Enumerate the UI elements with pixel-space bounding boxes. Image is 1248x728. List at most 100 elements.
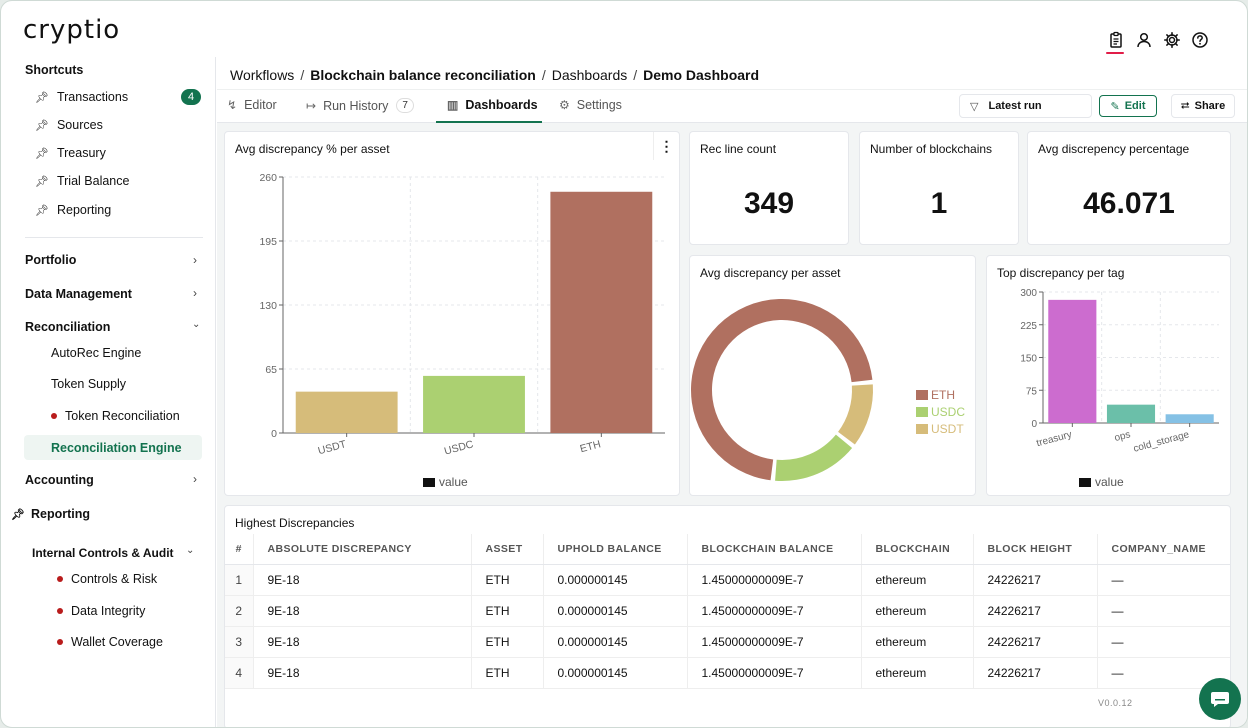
chevron-down-icon[interactable]: ⌄ bbox=[192, 319, 201, 330]
column-header[interactable]: BLOCK HEIGHT bbox=[973, 534, 1098, 565]
run-icon: ↦ bbox=[306, 98, 317, 113]
sidebar-item-sources[interactable]: 📌︎ Sources bbox=[35, 118, 103, 132]
sidebar-item-trial-balance[interactable]: 📌︎ Trial Balance bbox=[35, 174, 129, 188]
dashboard-canvas: Avg discrepancy % per asset ⋮ 0 65 130 195 2… bbox=[217, 123, 1247, 727]
sidebar-item-reconciliation-engine[interactable]: Reconciliation Engine bbox=[51, 441, 182, 455]
table-cell: 1.45000000009E-7 bbox=[687, 626, 862, 658]
sidebar-item-label: Controls & Risk bbox=[71, 572, 158, 586]
table-cell: 24226217 bbox=[973, 564, 1098, 596]
sidebar-item-label: Data Integrity bbox=[71, 604, 146, 618]
donut-chart-avg-discrepancy: ETH USDC USDT bbox=[691, 299, 965, 481]
pin-icon: 📌︎ bbox=[35, 91, 49, 104]
sidebar-item-treasury[interactable]: 📌︎ Treasury bbox=[35, 146, 106, 160]
kpi-value: 1 bbox=[930, 187, 948, 220]
table-row[interactable]: 4 9E-18 ETH 0.000000145 1.45000000009E-7 ethe… bbox=[225, 657, 1230, 689]
table-cell: ethereum bbox=[861, 595, 974, 627]
chevron-right-icon[interactable]: › bbox=[193, 286, 197, 300]
active-indicator bbox=[1106, 52, 1124, 54]
column-header[interactable]: ASSET bbox=[471, 534, 544, 565]
column-header[interactable]: # bbox=[225, 534, 254, 565]
table-cell: ethereum bbox=[861, 564, 974, 596]
sidebar-item-label: Treasury bbox=[56, 146, 106, 160]
chevron-right-icon[interactable]: › bbox=[193, 253, 197, 267]
table-cell: 1 bbox=[225, 564, 254, 596]
gear-icon: ⚙ bbox=[559, 98, 570, 112]
table-cell: 0.000000145 bbox=[543, 657, 688, 689]
share-label: Share bbox=[1194, 100, 1226, 112]
gear-icon[interactable] bbox=[1163, 31, 1181, 49]
sidebar-item-autorec-engine[interactable]: AutoRec Engine bbox=[51, 346, 142, 360]
status-dot bbox=[57, 608, 63, 614]
kpi-title: Number of blockchains bbox=[870, 142, 993, 156]
edit-button[interactable]: ✎ Edit bbox=[1099, 95, 1157, 117]
more-options-icon[interactable]: ⋮ bbox=[653, 132, 679, 160]
breadcrumb-workflow[interactable]: Blockchain balance reconciliation bbox=[310, 67, 536, 83]
sidebar-item-portfolio[interactable]: Portfolio bbox=[25, 253, 77, 267]
sidebar-item-token-supply[interactable]: Token Supply bbox=[51, 377, 127, 391]
bar-treasury bbox=[1048, 299, 1097, 423]
sidebar-item-reporting-shortcut[interactable]: 📌︎ Reporting bbox=[35, 203, 111, 217]
user-icon[interactable] bbox=[1135, 31, 1153, 49]
tab-label: Dashboards bbox=[465, 98, 538, 112]
cryptio-logo[interactable]: cryptio bbox=[23, 15, 121, 45]
table-wrapper: # ABSOLUTE DISCREPANCY ASSET UPHOLD BALA… bbox=[225, 534, 1230, 689]
sidebar-item-controls-risk[interactable]: Controls & Risk bbox=[57, 572, 157, 586]
sidebar-item-wallet-coverage[interactable]: Wallet Coverage bbox=[57, 635, 163, 649]
tab-run-history[interactable]: ↦ Run History 7 bbox=[306, 98, 414, 113]
bar-chart-discrepancy-pct: 0 65 130 195 260 USDT USDC ETH bbox=[259, 172, 665, 458]
run-count-badge: 7 bbox=[396, 98, 414, 113]
sidebar-item-data-management[interactable]: Data Management bbox=[25, 287, 132, 301]
filter-icon: ▽ bbox=[970, 100, 979, 113]
breadcrumb-dashboards[interactable]: Dashboards bbox=[551, 67, 628, 83]
run-filter-select[interactable]: ▽ Latest run bbox=[959, 94, 1092, 118]
sidebar-item-transactions[interactable]: 📌︎ Transactions bbox=[35, 90, 128, 104]
dashboard-icon: ▥ bbox=[447, 98, 459, 112]
sidebar-item-accounting[interactable]: Accounting bbox=[25, 473, 94, 487]
column-header[interactable]: UPHOLD BALANCE bbox=[543, 534, 688, 565]
tab-editor[interactable]: ↯ Editor bbox=[227, 98, 277, 112]
column-header[interactable]: ABSOLUTE DISCREPANCY bbox=[253, 534, 472, 565]
pin-icon: 📌︎ bbox=[35, 119, 49, 132]
y-tick-label: 0 bbox=[1031, 419, 1037, 430]
pin-icon: 📌︎ bbox=[35, 147, 49, 160]
column-header[interactable]: COMPANY_NAME bbox=[1097, 534, 1230, 565]
chevron-right-icon[interactable]: › bbox=[193, 472, 197, 486]
table-row[interactable]: 2 9E-18 ETH 0.000000145 1.45000000009E-7 ethe… bbox=[225, 595, 1230, 627]
active-tab-indicator bbox=[436, 121, 542, 123]
table-row[interactable]: 3 9E-18 ETH 0.000000145 1.45000000009E-7 ethe… bbox=[225, 626, 1230, 658]
tab-label: Run History bbox=[323, 98, 389, 113]
sidebar-item-reconciliation[interactable]: Reconciliation bbox=[25, 320, 111, 334]
breadcrumb: Workflows / Blockchain balance reconciliat… bbox=[230, 67, 760, 83]
sidebar-item-token-reconciliation[interactable]: Token Reconciliation bbox=[51, 409, 180, 423]
slice-usdt bbox=[838, 384, 873, 445]
chart-card-top-discrepancy-tag: Top discrepancy per tag 0 75 150 225 300 trea… bbox=[986, 255, 1231, 496]
clipboard-icon[interactable] bbox=[1106, 31, 1125, 54]
table-cell: ethereum bbox=[861, 657, 974, 689]
x-tick-label: ETH bbox=[579, 438, 602, 455]
status-dot bbox=[51, 413, 57, 419]
filter-label: Latest run bbox=[988, 100, 1042, 112]
tab-label: Editor bbox=[244, 98, 277, 112]
table-cell: 4 bbox=[225, 657, 254, 689]
tab-dashboards[interactable]: ▥ Dashboards bbox=[447, 98, 538, 112]
chevron-down-icon[interactable]: ⌄ bbox=[186, 545, 195, 556]
table-row[interactable]: 1 9E-18 ETH 0.000000145 1.45000000009E-7 ethe… bbox=[225, 564, 1230, 596]
sidebar-item-data-integrity[interactable]: Data Integrity bbox=[57, 604, 145, 618]
help-icon[interactable] bbox=[1191, 31, 1209, 49]
y-tick-label: 65 bbox=[265, 364, 277, 376]
table-cell: ETH bbox=[471, 595, 544, 627]
bar-eth bbox=[550, 191, 653, 433]
legend-swatch bbox=[1079, 477, 1091, 487]
column-header[interactable]: BLOCKCHAIN BALANCE bbox=[687, 534, 862, 565]
breadcrumb-workflows[interactable]: Workflows bbox=[230, 67, 295, 83]
tab-settings[interactable]: ⚙ Settings bbox=[559, 98, 622, 112]
sidebar-item-internal-controls[interactable]: Internal Controls & Audit bbox=[32, 546, 174, 560]
table-cell: 24226217 bbox=[973, 657, 1098, 689]
chat-button[interactable] bbox=[1199, 678, 1241, 720]
sidebar-item-reporting[interactable]: 📌︎ Reporting bbox=[11, 507, 90, 521]
bar-usdc bbox=[423, 375, 525, 433]
share-button[interactable]: ⮂ Share bbox=[1171, 94, 1235, 118]
column-header[interactable]: BLOCKCHAIN bbox=[861, 534, 974, 565]
bar-cold_storage bbox=[1165, 414, 1214, 423]
sidebar-item-label: Wallet Coverage bbox=[71, 635, 163, 649]
